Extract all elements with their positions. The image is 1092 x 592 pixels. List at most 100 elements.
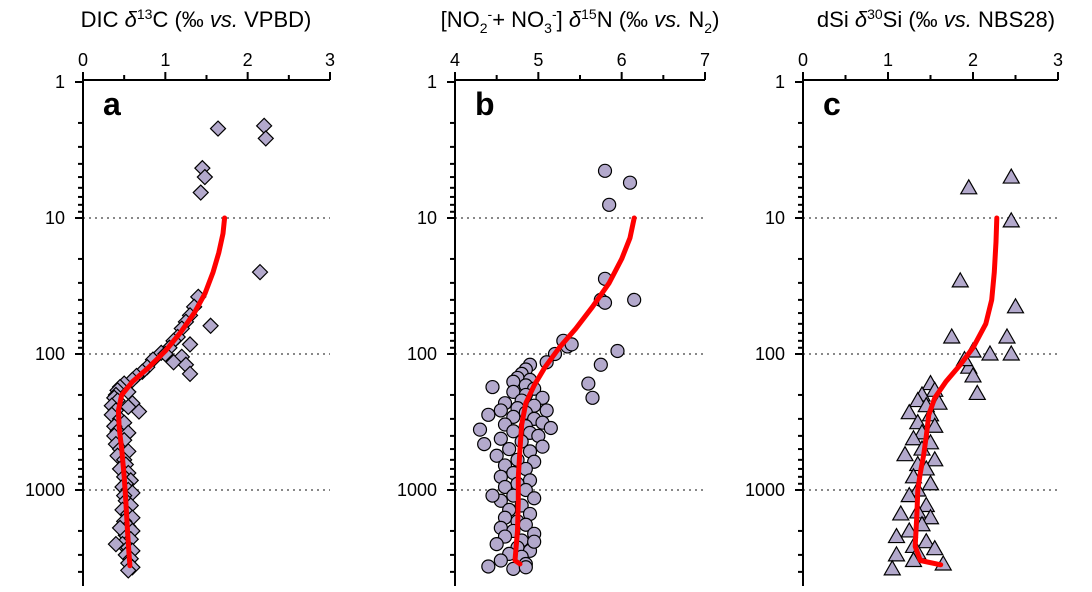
data-point	[181, 365, 199, 383]
x-tick-label: 0	[78, 50, 88, 70]
data-point	[107, 535, 125, 553]
data-point	[527, 534, 542, 549]
x-axis-title-b: [NO2-+ NO3-] δ15N (‰ vs. N2)	[441, 6, 720, 36]
data-point	[968, 384, 987, 401]
data-point	[181, 336, 199, 353]
x-tick-label: 1	[160, 50, 170, 70]
data-point	[622, 175, 638, 190]
data-point	[481, 559, 496, 574]
data-point	[925, 450, 944, 467]
y-tick-label: 1000	[397, 480, 437, 500]
data-point	[917, 496, 936, 513]
panel-b: [NO2-+ NO3-] δ15N (‰ vs. N2) 4 5 6 7 1 10 100 1…	[397, 6, 719, 586]
data-point	[997, 327, 1017, 344]
data-point	[477, 437, 492, 452]
data-point	[883, 559, 902, 576]
data-point	[887, 527, 906, 544]
data-point	[196, 168, 214, 186]
data-point	[942, 327, 961, 344]
data-point	[543, 420, 558, 436]
data-point	[192, 184, 210, 201]
data-point	[257, 130, 275, 147]
x-axis-title-c: dSi δ30Si (‰ vs. NBS28)	[817, 6, 1055, 32]
x-tick-label: 3	[325, 50, 335, 70]
data-point	[597, 163, 613, 178]
model-profile-line	[115, 215, 228, 569]
data-point	[904, 429, 923, 446]
x-axis-title-a: DIC δ13C (‰ vs. VPBD)	[81, 6, 312, 32]
data-point	[202, 317, 219, 335]
y-tick-label: 1000	[745, 480, 785, 500]
data-point	[493, 431, 508, 446]
data-point	[481, 407, 496, 422]
data-point	[472, 422, 488, 437]
data-point	[581, 376, 596, 391]
panel-label: b	[475, 86, 495, 122]
x-tick-label: 2	[243, 50, 253, 70]
x-tick-label: 5	[533, 50, 543, 70]
x-tick-label: 1	[883, 50, 893, 70]
model-profile-line	[912, 215, 1000, 568]
data-point	[485, 379, 500, 395]
data-point	[597, 295, 613, 310]
data-point	[502, 441, 517, 457]
data-point	[497, 479, 513, 495]
data-point	[535, 439, 550, 454]
data-point	[980, 344, 1000, 361]
data-point	[925, 417, 944, 433]
data-point	[887, 545, 906, 562]
data-point	[925, 539, 944, 556]
data-point	[585, 390, 600, 405]
data-point	[518, 560, 533, 575]
data-point	[527, 491, 542, 506]
y-tick-label: 100	[407, 344, 437, 364]
panel-label: c	[823, 86, 841, 122]
data-point	[489, 537, 504, 552]
data-point	[485, 488, 500, 503]
y-tick-label: 1	[427, 72, 437, 92]
y-tick-label: 10	[417, 208, 437, 228]
data-point	[165, 353, 182, 371]
data-point	[921, 474, 940, 491]
data-point	[610, 343, 625, 359]
data-point	[1002, 344, 1021, 361]
y-tick-label: 1	[55, 72, 65, 92]
data-point	[251, 263, 269, 281]
data-point	[959, 178, 978, 195]
data-point	[493, 553, 508, 568]
data-point	[917, 532, 936, 549]
data-point	[130, 403, 148, 420]
data-point	[908, 391, 927, 408]
y-tick-label: 1	[775, 72, 785, 92]
y-tick-label: 1000	[25, 480, 65, 500]
y-tick-label: 100	[35, 344, 65, 364]
data-point	[921, 508, 940, 525]
data-point	[963, 366, 983, 383]
data-point	[891, 504, 910, 521]
data-point	[1002, 211, 1021, 228]
model-profile-line	[512, 215, 637, 567]
data-point	[627, 292, 642, 307]
data-point	[951, 271, 970, 288]
data-point	[493, 403, 508, 418]
x-tick-label: 2	[968, 50, 978, 70]
x-tick-label: 0	[798, 50, 808, 70]
data-point	[895, 445, 915, 462]
y-tick-label: 100	[755, 344, 785, 364]
x-tick-label: 4	[450, 50, 460, 70]
data-point	[593, 357, 608, 372]
x-tick-label: 6	[617, 50, 627, 70]
y-tick-label: 10	[765, 208, 785, 228]
data-point	[900, 521, 919, 538]
data-point	[209, 120, 227, 137]
data-point	[489, 448, 504, 463]
x-tick-label: 3	[1053, 50, 1063, 70]
y-tick-label: 10	[45, 208, 65, 228]
data-point	[1006, 297, 1025, 314]
data-point	[602, 197, 617, 212]
data-point	[1002, 167, 1021, 184]
data-point	[255, 117, 273, 135]
